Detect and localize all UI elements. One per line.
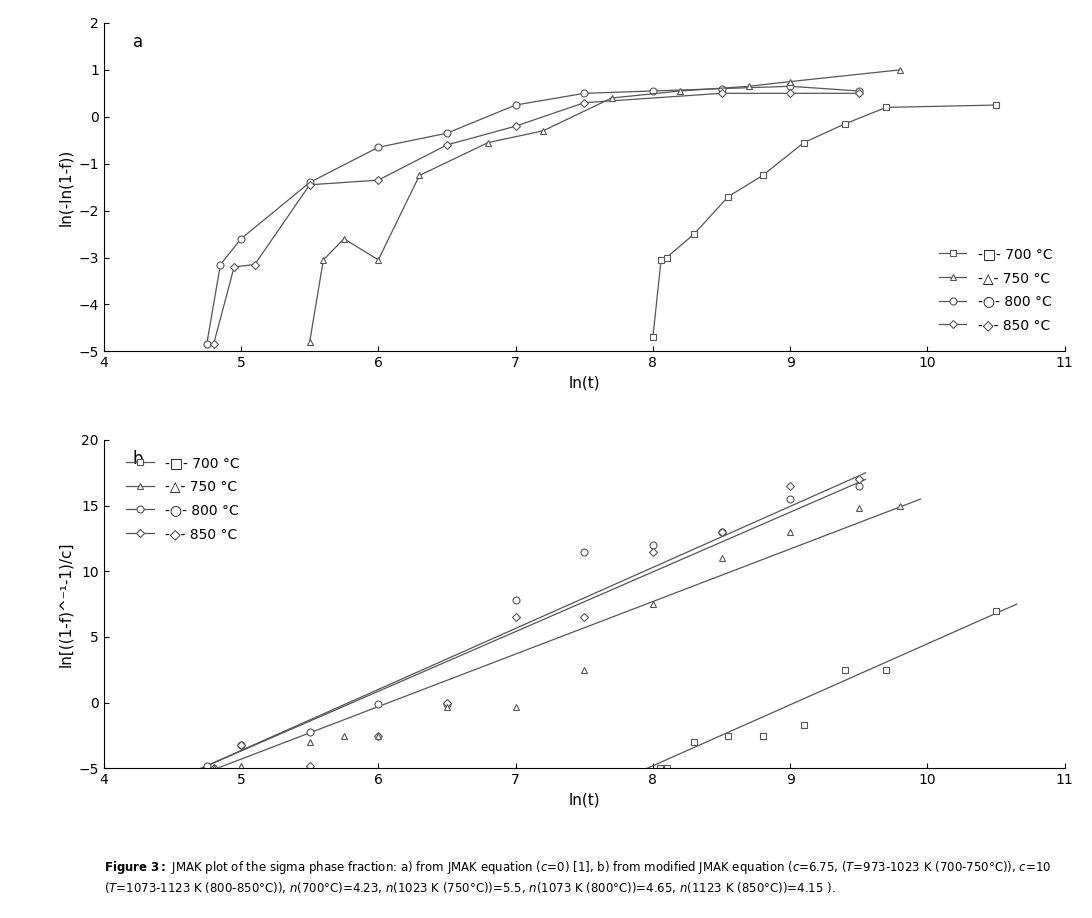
- Text: $\mathbf{Figure\ 3:}$ JMAK plot of the sigma phase fraction: a) from JMAK equati: $\mathbf{Figure\ 3:}$ JMAK plot of the s…: [104, 859, 1052, 876]
- Text: b: b: [132, 450, 143, 468]
- Legend: -□- 700 °C, -△- 750 °C, -○- 800 °C, -◇- 850 °C: -□- 700 °C, -△- 750 °C, -○- 800 °C, -◇- …: [120, 450, 245, 546]
- Text: a: a: [132, 33, 143, 50]
- Y-axis label: ln[((1-f)^⁻¹-1)/c]: ln[((1-f)^⁻¹-1)/c]: [58, 542, 73, 666]
- X-axis label: ln(t): ln(t): [569, 793, 600, 808]
- Y-axis label: ln(-ln(1-f)): ln(-ln(1-f)): [58, 149, 73, 226]
- X-axis label: ln(t): ln(t): [569, 375, 600, 391]
- Legend: -□- 700 °C, -△- 750 °C, -○- 800 °C, -◇- 850 °C: -□- 700 °C, -△- 750 °C, -○- 800 °C, -◇- …: [934, 241, 1058, 338]
- Text: ($T$=1073-1123 K (800-850°C)), $n$(700°C)=4.23, $n$(1023 K (750°C))=5.5, $n$(107: ($T$=1073-1123 K (800-850°C)), $n$(700°C…: [104, 880, 835, 895]
